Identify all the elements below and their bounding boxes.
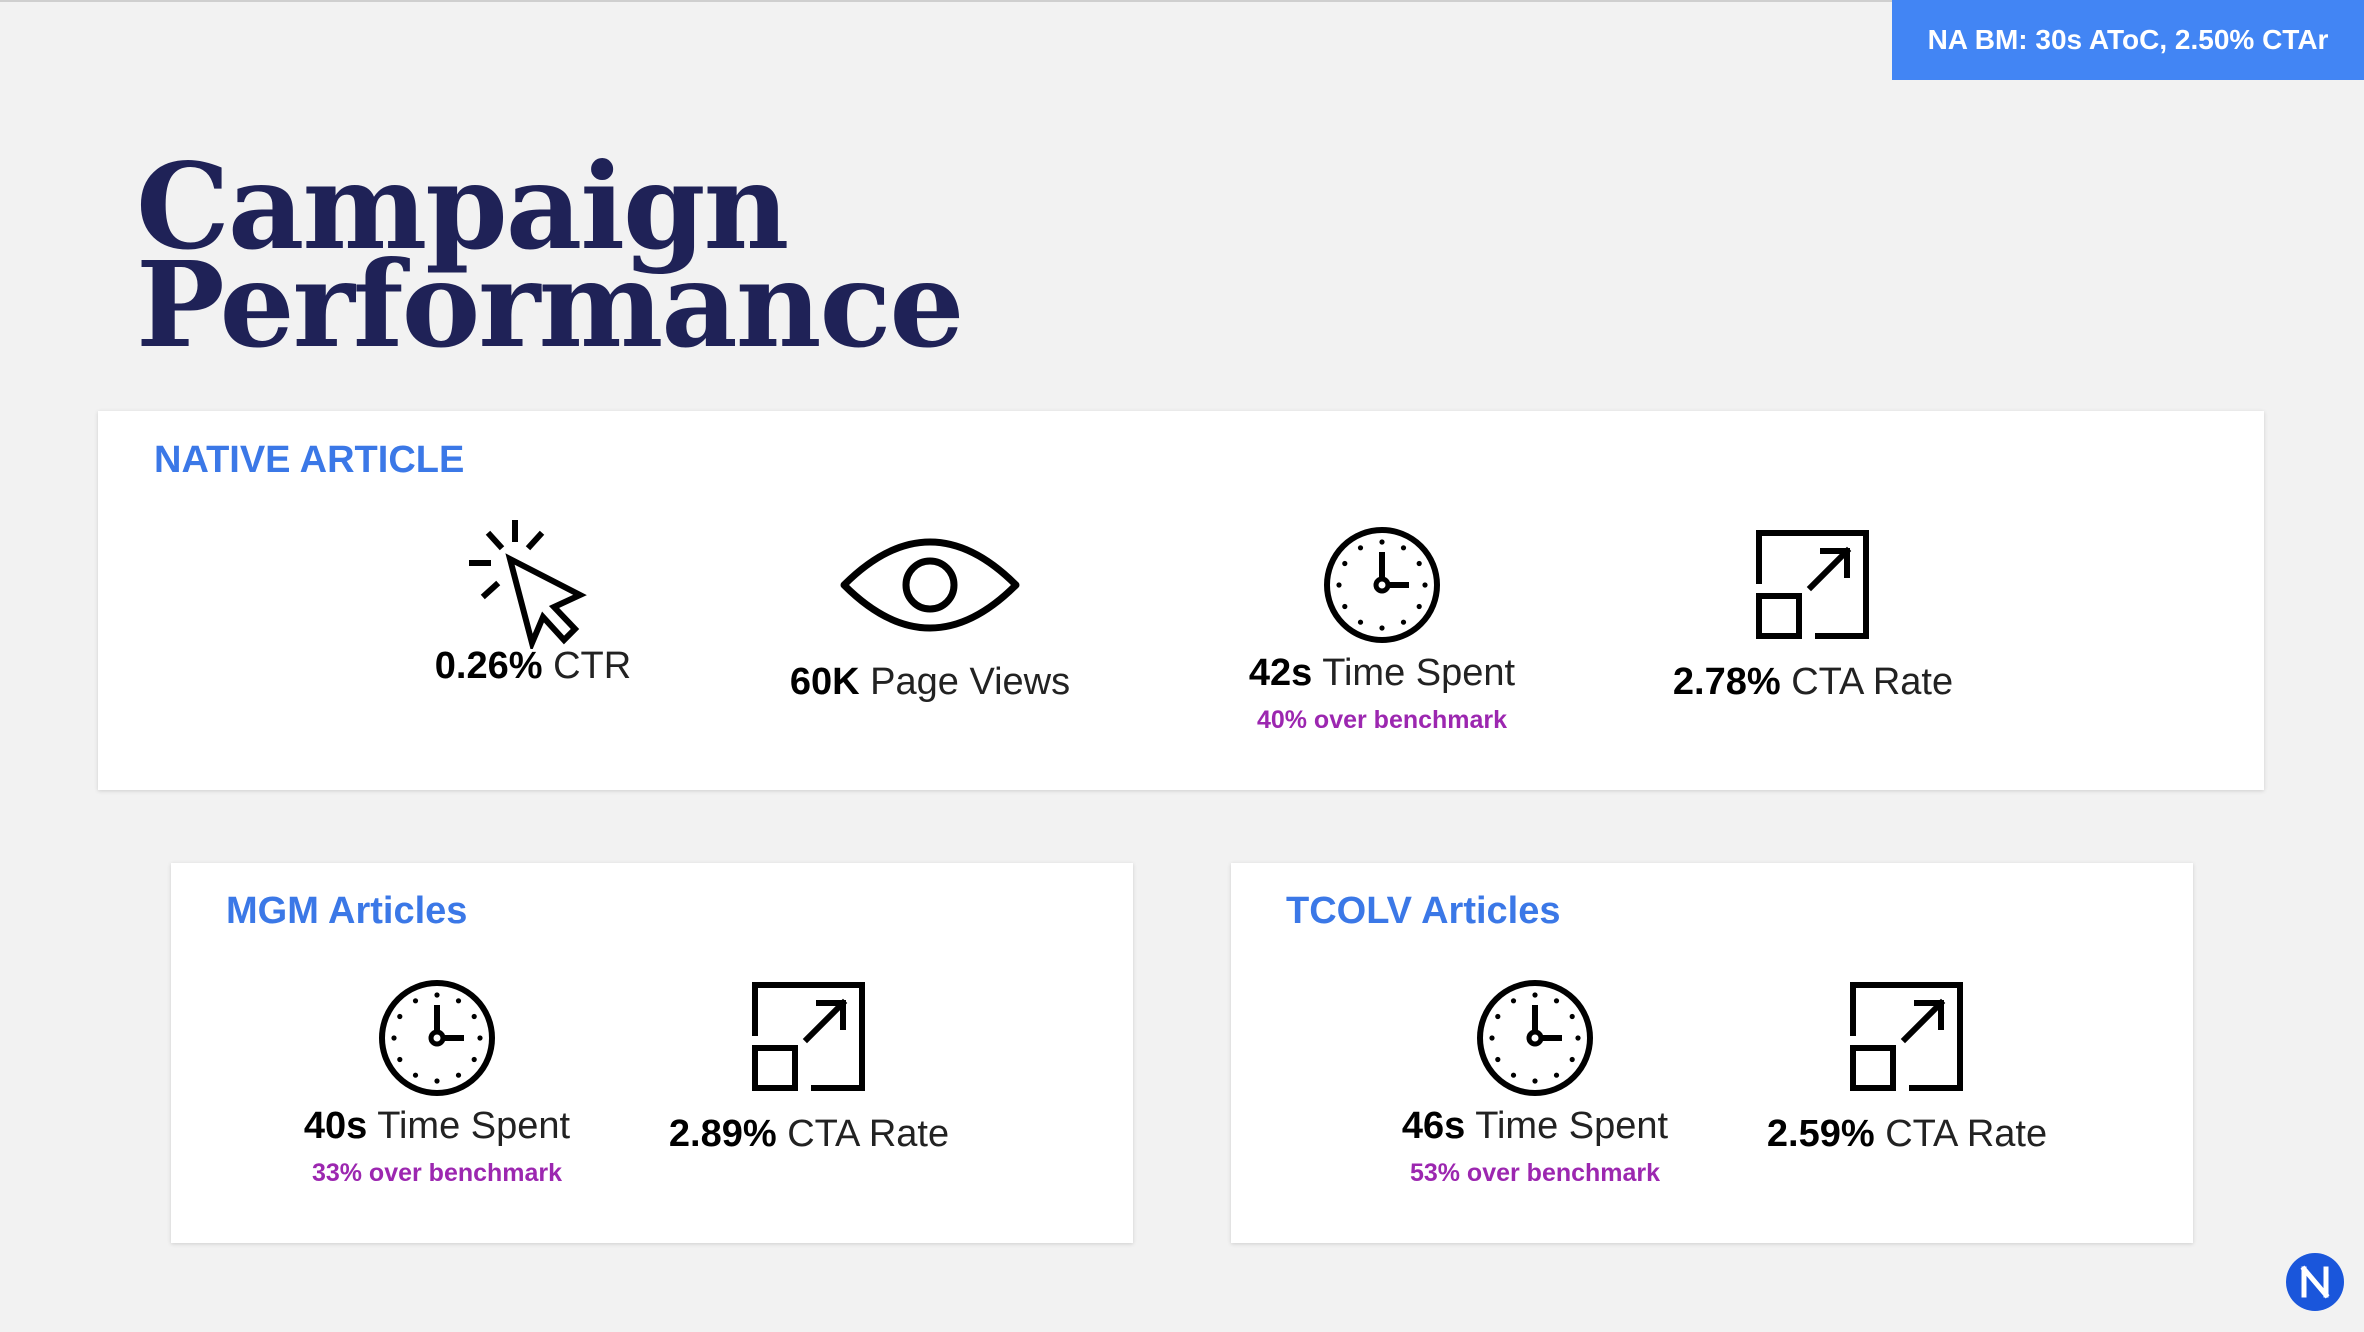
page-views-label: Page Views	[870, 661, 1071, 703]
expand-icon	[752, 982, 865, 1091]
page-views-text: 60K Page Views	[750, 659, 1110, 705]
time-spent-metric: 42s Time Spent 40% over benchmark	[1202, 526, 1562, 736]
time-spent-benchmark-note: 40% over benchmark	[1256, 706, 1508, 734]
time-spent-value: 42s	[1248, 652, 1313, 694]
expand-icon	[1850, 982, 1963, 1091]
mgm-time-spent-value: 40s	[303, 1105, 368, 1147]
tcolv-time-spent-text: 46s Time Spent	[1355, 1103, 1715, 1149]
cta-rate-text: 2.78% CTA Rate	[1633, 659, 1993, 705]
mgm-time-spent-label: Time Spent	[377, 1105, 571, 1147]
eye-icon	[840, 538, 1020, 632]
mgm-cta-rate-metric: 2.89% CTA Rate	[629, 981, 989, 1157]
native-article-card: NATIVE ARTICLE 0.26% CTR 60K Page Views	[98, 411, 2264, 790]
tcolv-articles-heading: TCOLV Articles	[1286, 890, 1561, 932]
clock-icon	[1477, 980, 1593, 1096]
top-divider	[0, 0, 2364, 2]
ctr-text: 0.26% CTR	[353, 643, 713, 689]
page-title-line-1: Campaign	[136, 137, 789, 276]
benchmark-badge: NA BM: 30s AToC, 2.50% CTAr	[1892, 0, 2364, 80]
page-views-value: 60K	[789, 661, 860, 703]
cta-rate-metric: 2.78% CTA Rate	[1633, 529, 1993, 705]
mgm-articles-card: MGM Articles 40s Time Spent 33% over ben…	[171, 863, 1133, 1243]
mgm-cta-rate-text: 2.89% CTA Rate	[629, 1111, 989, 1157]
page-views-metric: 60K Page Views	[750, 529, 1110, 705]
cta-rate-label: CTA Rate	[1791, 661, 1954, 703]
native-article-heading: NATIVE ARTICLE	[154, 439, 465, 481]
tcolv-cta-rate-value: 2.59%	[1766, 1113, 1875, 1155]
clock-icon	[379, 980, 495, 1096]
mgm-benchmark-note: 33% over benchmark	[311, 1159, 563, 1187]
tcolv-cta-rate-label: CTA Rate	[1885, 1113, 2048, 1155]
mgm-time-spent-text: 40s Time Spent	[257, 1103, 617, 1149]
time-spent-label: Time Spent	[1322, 652, 1516, 694]
clock-icon	[1324, 527, 1440, 643]
mgm-articles-heading: MGM Articles	[226, 890, 468, 932]
ctr-metric: 0.26% CTR	[353, 519, 713, 689]
tcolv-time-spent-label: Time Spent	[1475, 1105, 1669, 1147]
time-spent-text: 42s Time Spent	[1202, 650, 1562, 696]
ctr-value: 0.26%	[434, 645, 543, 687]
cta-rate-value: 2.78%	[1672, 661, 1781, 703]
mgm-cta-rate-label: CTA Rate	[787, 1113, 950, 1155]
page-title: Campaign Performance	[136, 137, 964, 374]
mgm-cta-rate-value: 2.89%	[668, 1113, 777, 1155]
page-title-line-2: Performance	[136, 235, 964, 374]
cursor-click-icon	[469, 520, 587, 649]
expand-icon	[1756, 530, 1869, 639]
tcolv-cta-rate-text: 2.59% CTA Rate	[1727, 1111, 2087, 1157]
mgm-time-spent-metric: 40s Time Spent 33% over benchmark	[257, 979, 617, 1189]
tcolv-time-spent-value: 46s	[1401, 1105, 1466, 1147]
ctr-label: CTR	[553, 645, 632, 687]
n-logo-icon	[2286, 1253, 2344, 1311]
tcolv-benchmark-note: 53% over benchmark	[1409, 1159, 1661, 1187]
tcolv-time-spent-metric: 46s Time Spent 53% over benchmark	[1355, 979, 1715, 1189]
tcolv-cta-rate-metric: 2.59% CTA Rate	[1727, 981, 2087, 1157]
tcolv-articles-card: TCOLV Articles 46s Time Spent 53% over b…	[1231, 863, 2193, 1243]
